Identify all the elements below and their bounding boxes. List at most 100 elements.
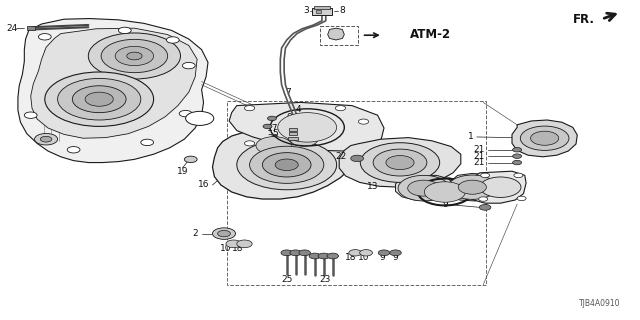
Circle shape — [38, 34, 51, 40]
Text: 25: 25 — [281, 275, 292, 284]
Circle shape — [118, 27, 131, 34]
Bar — [289, 128, 297, 131]
Circle shape — [327, 253, 339, 259]
Circle shape — [480, 177, 521, 197]
Polygon shape — [339, 138, 461, 187]
Text: FR.: FR. — [573, 13, 595, 26]
Circle shape — [256, 137, 292, 155]
Text: 22: 22 — [335, 152, 347, 161]
Circle shape — [514, 173, 523, 178]
Circle shape — [513, 160, 522, 165]
Circle shape — [35, 133, 58, 145]
Circle shape — [290, 132, 318, 146]
Text: 10: 10 — [220, 244, 231, 253]
Circle shape — [67, 147, 80, 153]
Circle shape — [424, 182, 465, 202]
Text: 9: 9 — [380, 253, 385, 262]
Text: ATM-2: ATM-2 — [410, 28, 451, 41]
Circle shape — [237, 240, 252, 248]
Circle shape — [250, 146, 324, 183]
Polygon shape — [229, 102, 384, 151]
Circle shape — [179, 110, 192, 117]
Circle shape — [141, 139, 154, 146]
Text: 19: 19 — [177, 167, 188, 176]
Circle shape — [218, 230, 230, 237]
Circle shape — [458, 180, 486, 194]
Bar — [320, 26, 358, 45]
Circle shape — [278, 113, 337, 142]
Circle shape — [390, 250, 401, 256]
Bar — [288, 137, 298, 140]
Bar — [227, 101, 486, 285]
Circle shape — [101, 39, 168, 73]
Circle shape — [182, 62, 195, 69]
Text: 1: 1 — [468, 132, 474, 140]
Bar — [312, 8, 332, 15]
Circle shape — [115, 46, 154, 66]
Bar — [316, 10, 321, 13]
Polygon shape — [512, 120, 577, 157]
Text: 9: 9 — [282, 121, 287, 130]
Circle shape — [513, 154, 522, 158]
Circle shape — [58, 78, 141, 120]
Circle shape — [226, 240, 241, 248]
Circle shape — [262, 153, 311, 177]
Text: 26: 26 — [399, 182, 411, 191]
Text: 10: 10 — [358, 253, 369, 262]
Circle shape — [398, 175, 449, 201]
Circle shape — [448, 175, 497, 199]
Circle shape — [408, 180, 440, 196]
Bar — [314, 6, 330, 9]
Polygon shape — [448, 173, 498, 201]
Polygon shape — [328, 28, 344, 40]
Circle shape — [186, 111, 214, 125]
Circle shape — [517, 196, 526, 201]
Circle shape — [349, 250, 362, 256]
Polygon shape — [212, 127, 360, 199]
Text: 21: 21 — [474, 152, 485, 161]
Text: 9: 9 — [287, 113, 292, 122]
Text: 21: 21 — [474, 145, 485, 154]
Circle shape — [40, 136, 52, 142]
Circle shape — [275, 159, 298, 171]
Text: 7: 7 — [285, 88, 291, 97]
Text: 16: 16 — [198, 180, 210, 189]
Circle shape — [373, 149, 427, 176]
Circle shape — [386, 156, 414, 170]
Text: 20: 20 — [267, 134, 278, 143]
Polygon shape — [31, 28, 197, 138]
Text: 9: 9 — [442, 200, 448, 209]
Circle shape — [281, 250, 292, 256]
Text: 13: 13 — [367, 182, 379, 191]
Text: 3: 3 — [303, 6, 309, 15]
Bar — [27, 26, 35, 30]
Text: 18: 18 — [232, 244, 244, 253]
Circle shape — [531, 131, 559, 145]
Circle shape — [212, 228, 236, 239]
Circle shape — [360, 143, 440, 182]
Text: 9: 9 — [393, 253, 398, 262]
Circle shape — [166, 37, 179, 43]
Circle shape — [268, 116, 276, 121]
Circle shape — [479, 197, 488, 201]
Polygon shape — [467, 171, 526, 203]
Text: 5: 5 — [273, 129, 278, 138]
Circle shape — [127, 52, 142, 60]
Circle shape — [335, 106, 346, 111]
Bar — [289, 132, 297, 135]
Circle shape — [237, 140, 337, 190]
Text: 4: 4 — [295, 105, 301, 114]
Circle shape — [360, 250, 372, 256]
Circle shape — [318, 253, 330, 259]
Circle shape — [85, 92, 113, 106]
Circle shape — [358, 119, 369, 124]
Text: 2: 2 — [193, 229, 198, 238]
Circle shape — [513, 148, 522, 152]
Polygon shape — [396, 175, 454, 200]
Circle shape — [184, 156, 197, 163]
Circle shape — [45, 72, 154, 126]
Text: 18: 18 — [345, 253, 356, 262]
Circle shape — [351, 155, 364, 162]
Circle shape — [244, 141, 255, 146]
Polygon shape — [18, 19, 208, 163]
